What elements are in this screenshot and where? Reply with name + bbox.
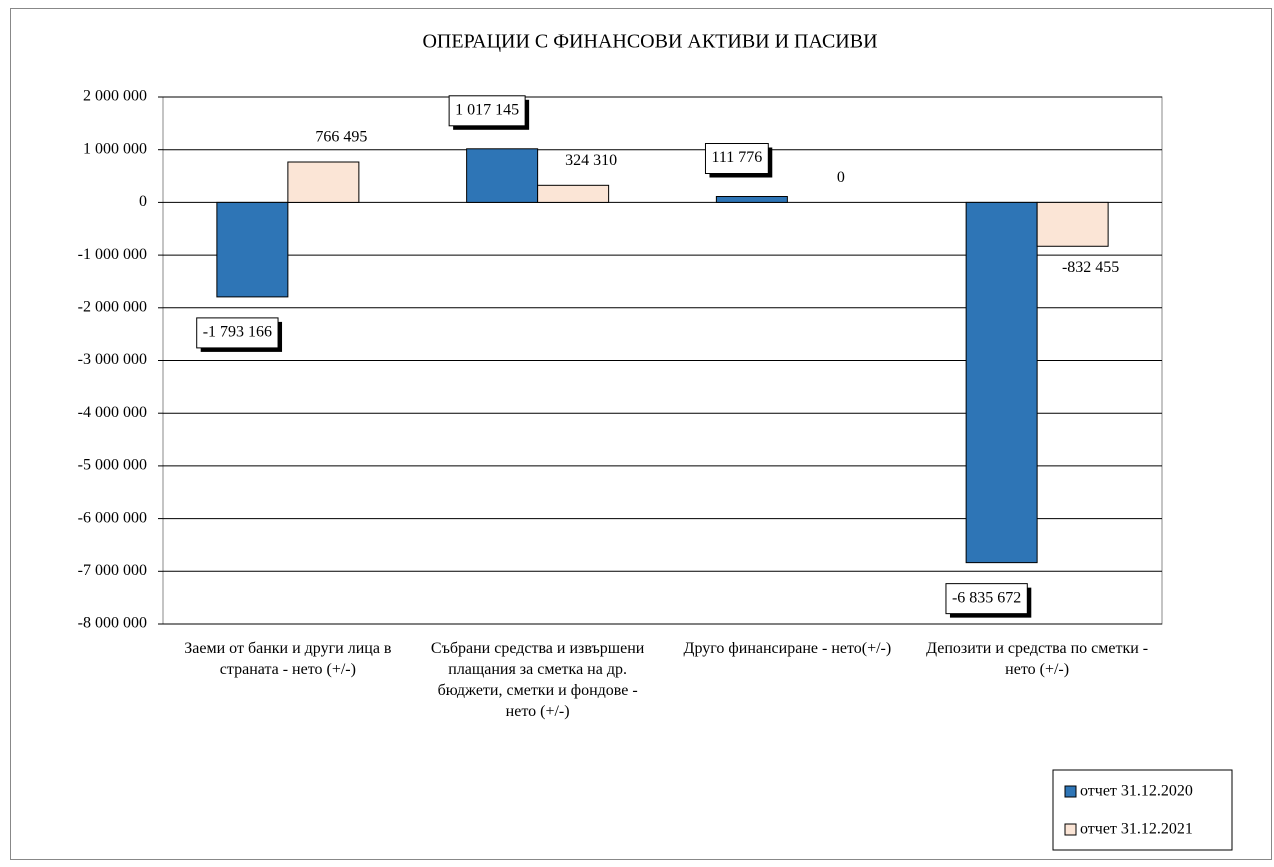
y-tick-label: -7 000 000 bbox=[78, 562, 147, 579]
data-label: 0 bbox=[837, 169, 845, 186]
bar bbox=[537, 184, 610, 203]
y-tick-label: -4 000 000 bbox=[78, 404, 147, 421]
bar bbox=[216, 201, 289, 298]
label-box bbox=[704, 143, 769, 175]
data-label: 766 495 bbox=[315, 129, 367, 146]
data-label: 1 017 145 bbox=[455, 101, 519, 118]
x-tick-label: Депозити и средства по сметки - нето (+/… bbox=[926, 640, 1149, 678]
x-tick-label: Заеми от банки и други лица в страната -… bbox=[184, 640, 392, 678]
data-label: 324 310 bbox=[565, 152, 617, 169]
bar bbox=[965, 201, 1038, 564]
y-tick-label: 0 bbox=[139, 193, 147, 210]
bar bbox=[1036, 201, 1109, 247]
legend-swatch bbox=[1064, 823, 1077, 836]
y-tick-label: 2 000 000 bbox=[83, 88, 147, 105]
legend-label: отчет 31.12.2021 bbox=[1080, 821, 1193, 838]
data-label: 111 776 bbox=[711, 149, 762, 166]
y-tick-label: -5 000 000 bbox=[78, 457, 147, 474]
y-tick-label: -8 000 000 bbox=[78, 615, 147, 632]
label-box bbox=[196, 317, 279, 349]
x-tick-label: Друго финансиране - нето(+/-) bbox=[683, 640, 892, 657]
label-box bbox=[448, 95, 526, 127]
label-box bbox=[945, 583, 1028, 615]
data-label: -1 793 166 bbox=[203, 324, 272, 341]
y-tick-label: -2 000 000 bbox=[78, 298, 147, 315]
y-tick-label: -3 000 000 bbox=[78, 351, 147, 368]
bar bbox=[287, 161, 360, 203]
y-tick-label: -1 000 000 bbox=[78, 246, 147, 263]
bar bbox=[466, 148, 539, 203]
bar bbox=[715, 196, 788, 203]
legend-box bbox=[1052, 769, 1233, 851]
y-tick-label: 1 000 000 bbox=[83, 140, 147, 157]
y-tick-label: -6 000 000 bbox=[78, 509, 147, 526]
legend-label: отчет 31.12.2020 bbox=[1080, 783, 1193, 800]
x-tick-label: Събрани средства и извършени плащания за… bbox=[430, 640, 645, 720]
data-label: -6 835 672 bbox=[952, 589, 1021, 606]
chart-title: ОПЕРАЦИИ С ФИНАНСОВИ АКТИВИ И ПАСИВИ bbox=[422, 31, 877, 53]
data-label: -832 455 bbox=[1062, 259, 1119, 276]
legend-swatch bbox=[1064, 785, 1077, 798]
